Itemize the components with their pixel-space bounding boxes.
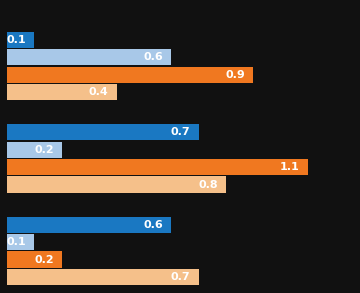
Bar	[7, 49, 171, 65]
Text: 0.1: 0.1	[7, 237, 26, 247]
Text: 0.7: 0.7	[171, 127, 190, 137]
Text: 0.1: 0.1	[7, 35, 26, 45]
Bar	[7, 176, 226, 193]
Text: 0.6: 0.6	[143, 220, 163, 230]
Text: 0.9: 0.9	[225, 70, 245, 80]
Bar	[7, 124, 199, 140]
Bar	[7, 32, 35, 48]
Text: 1.1: 1.1	[280, 162, 300, 172]
Bar	[7, 217, 171, 233]
Bar	[7, 84, 117, 100]
Text: 0.2: 0.2	[34, 145, 54, 155]
Bar	[7, 234, 35, 250]
Text: 0.2: 0.2	[34, 255, 54, 265]
Bar	[7, 269, 199, 285]
Text: 0.4: 0.4	[89, 87, 108, 97]
Bar	[7, 251, 62, 268]
Bar	[7, 159, 308, 175]
Text: 0.8: 0.8	[198, 180, 218, 190]
Bar	[7, 67, 253, 83]
Bar	[7, 142, 62, 158]
Text: 0.7: 0.7	[171, 272, 190, 282]
Text: 0.6: 0.6	[143, 52, 163, 62]
